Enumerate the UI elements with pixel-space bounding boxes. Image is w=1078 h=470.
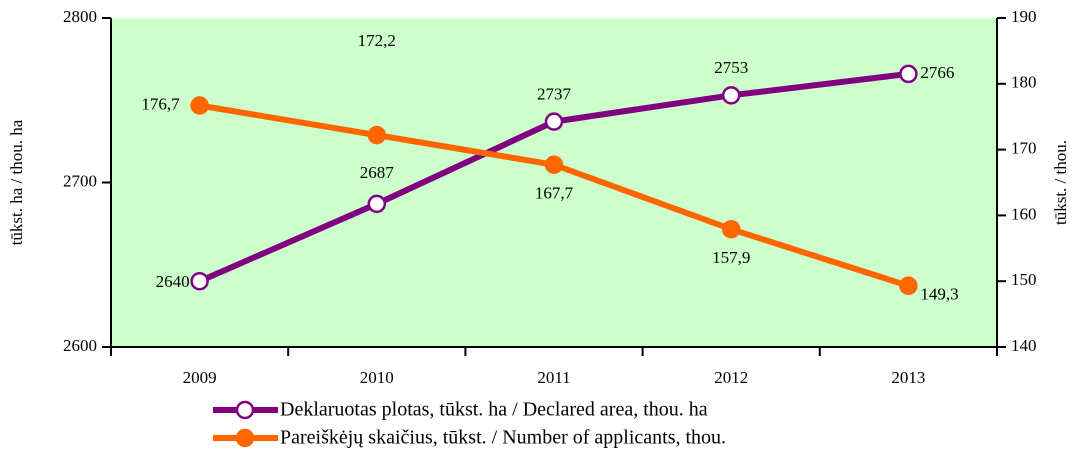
marker — [721, 86, 741, 105]
x-tick-label: 2009 — [183, 368, 217, 387]
y2-tick-label: 160 — [1011, 204, 1037, 223]
marker — [190, 271, 209, 291]
marker — [899, 64, 918, 84]
x-tick-label: 2011 — [537, 368, 570, 387]
data-label: 167,7 — [535, 184, 574, 203]
plot-area — [111, 18, 997, 347]
legend-label: Deklaruotas plotas, tūkst. ha / Declared… — [280, 399, 708, 421]
y-tick-label: 2600 — [63, 336, 97, 355]
y-tick-label: 2700 — [63, 171, 97, 190]
data-label: 2640 — [156, 272, 190, 291]
marker — [544, 155, 564, 174]
marker — [899, 276, 918, 296]
y-tick-label: 2800 — [63, 7, 97, 26]
marker — [367, 194, 387, 214]
y2-tick-label: 190 — [1011, 7, 1037, 26]
x-tick-label: 2010 — [360, 368, 394, 387]
y2-tick-label: 180 — [1011, 73, 1037, 92]
y-axis-label: tūkst. ha / thou. ha — [7, 119, 26, 245]
x-tick-label: 2012 — [714, 368, 748, 387]
y2-tick-label: 140 — [1011, 336, 1037, 355]
data-label: 2737 — [537, 85, 572, 104]
data-label: 172,2 — [358, 31, 396, 50]
legend-marker — [235, 428, 255, 448]
data-label: 2766 — [920, 63, 954, 82]
marker — [544, 112, 564, 131]
marker — [367, 125, 387, 145]
data-label: 149,3 — [920, 285, 958, 304]
y2-tick-label: 150 — [1011, 270, 1037, 289]
y2-tick-label: 170 — [1011, 139, 1037, 158]
data-label: 2753 — [714, 58, 748, 77]
x-tick-label: 2013 — [891, 368, 925, 387]
legend-marker — [235, 400, 255, 420]
data-label: 2687 — [360, 163, 395, 182]
marker — [190, 96, 209, 115]
marker — [721, 219, 741, 239]
legend-label: Pareiškėjų skaičius, tūkst. / Number of … — [280, 427, 726, 449]
data-label: 157,9 — [712, 248, 750, 267]
y2-axis-label: tūkst. / thou. — [1051, 140, 1070, 225]
data-label: 176,7 — [141, 94, 180, 113]
